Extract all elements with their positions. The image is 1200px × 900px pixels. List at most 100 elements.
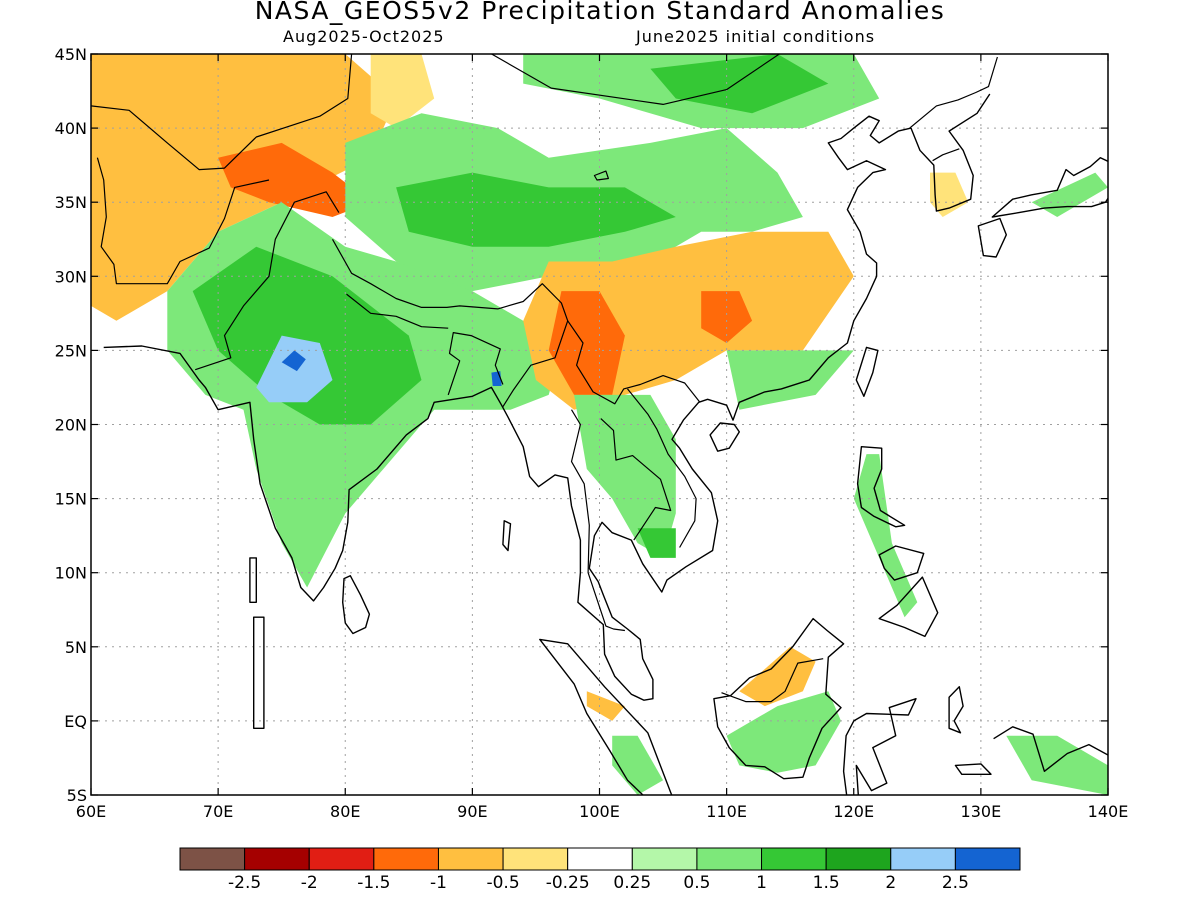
lat-tick-label: 45N	[55, 45, 87, 64]
anomaly-indochina-wet-core	[637, 528, 676, 558]
colorbar-swatch	[567, 847, 633, 871]
lon-tick-label: 140E	[1088, 802, 1129, 821]
colorbar-label: -0.5	[486, 873, 519, 893]
colorbar-swatch	[373, 847, 439, 871]
border-pakistan-india	[195, 191, 340, 371]
lon-tick-label: 130E	[961, 802, 1002, 821]
anomaly-japan-wet	[1031, 172, 1108, 217]
initial-conditions: June2025 initial conditions	[636, 27, 876, 46]
colorbar-label: 2.5	[942, 873, 969, 893]
colorbar-swatch	[825, 847, 892, 871]
lon-tick-label: 90E	[457, 802, 487, 821]
colorbar-swatch	[437, 847, 504, 871]
anomaly-indochina-wet	[574, 394, 676, 558]
anomaly-borneo-dry	[739, 646, 816, 707]
lon-tick-label: 60E	[76, 802, 106, 821]
anomaly-mongolia-wet-core	[650, 54, 829, 114]
coastline-andaman	[502, 520, 512, 552]
coastline-seram	[954, 763, 992, 775]
colorbar-label: -2	[301, 873, 318, 893]
coastline-honshu	[991, 156, 1108, 218]
colorbar-label: -1	[430, 873, 447, 893]
colorbar-label: 0.25	[613, 873, 651, 893]
colorbar-swatch	[502, 847, 569, 871]
border-china-korea-russia	[909, 56, 998, 129]
lon-tick-label: 110E	[706, 802, 747, 821]
colorbar-swatch	[696, 847, 763, 871]
anomaly-tajik-kashmir-dry	[218, 142, 371, 217]
lon-tick-label: 100E	[579, 802, 620, 821]
colorbar-label: 1.5	[813, 873, 840, 893]
colorbar-swatch	[308, 847, 375, 871]
coastline-sulawesi	[842, 698, 917, 795]
lon-tick-label: 80E	[330, 802, 360, 821]
lat-tick-label: 20N	[55, 416, 87, 435]
gridlines	[91, 54, 1108, 795]
colorbar-swatch	[761, 847, 827, 871]
lat-tick-label: 40N	[55, 119, 87, 138]
anomaly-new-guinea-wet	[1006, 735, 1108, 795]
coastline-indian-subcontinent	[103, 115, 912, 701]
coastline-taiwan	[855, 346, 879, 397]
lon-tick-label: 120E	[833, 802, 874, 821]
coastline-luzon	[856, 446, 906, 528]
coastline-mindanao	[878, 576, 939, 638]
border-himalaya	[331, 239, 569, 408]
anomaly-southeast-china-wet	[726, 350, 854, 410]
coastline-halmahera	[948, 686, 964, 734]
coastline-maldives	[252, 616, 265, 729]
border-china-mongolia-russia	[351, 54, 781, 106]
anomaly-sumatra-wet	[612, 735, 664, 795]
border-bangladesh	[447, 332, 504, 396]
coastline-sri-lanka	[342, 575, 371, 635]
colorbar-label: 1	[756, 873, 767, 893]
anomaly-borneo-wet	[726, 691, 841, 773]
coastline-kyushu-shikoku	[977, 217, 1007, 258]
coastline-visayas	[878, 545, 925, 581]
map-title: NASA_GEOS5v2 Precipitation Standard Anom…	[254, 0, 946, 25]
anomaly-india-wet-core	[192, 246, 422, 425]
lake-lake-balkhash	[269, 27, 333, 39]
colorbar-label: -1.5	[357, 873, 390, 893]
anomaly-philippines-wet	[853, 454, 918, 618]
lat-tick-label: 5N	[65, 638, 87, 657]
anomaly-tarim-dry-light	[370, 54, 435, 129]
forecast-period: Aug2025-Oct2025	[283, 27, 445, 46]
anomaly-korea-dry	[930, 172, 969, 217]
lat-tick-label: 35N	[55, 193, 87, 212]
border-korea-dmz	[932, 148, 960, 162]
colorbar-swatch	[631, 847, 698, 871]
colorbar-label: -2.5	[228, 873, 261, 893]
axis-ticks: 60E 70E 80E 90E 100E 110E 120E 130E 140E 45N 40N 35…	[55, 45, 1129, 821]
colorbar-label: 0.5	[683, 873, 710, 893]
coastline-borneo	[713, 617, 845, 780]
coastlines	[91, 27, 1108, 795]
border-thailand-myanmar-malaysia	[570, 409, 625, 632]
anomaly-sumatra-dry	[586, 691, 625, 721]
lat-tick-label: 25N	[55, 341, 87, 360]
border-myanmar-china-laos	[567, 320, 701, 405]
border-borneo-border	[721, 658, 824, 703]
lat-tick-label: 10N	[55, 564, 87, 583]
lon-tick-label: 70E	[203, 802, 233, 821]
border-iran-afghanistan-pakistan	[96, 157, 270, 285]
lat-tick-label: 15N	[55, 490, 87, 509]
colorbar-swatch	[954, 847, 1021, 871]
coastline-korea	[910, 93, 991, 212]
lake-aral-east	[115, 54, 117, 55]
colorbar-swatch	[179, 847, 246, 871]
lake-qinghai-lake	[593, 170, 610, 181]
lat-tick-label: 5S	[67, 786, 87, 805]
border-nepal-south	[346, 293, 449, 329]
anomaly-tibet-wet-core	[396, 172, 676, 247]
coastline-new-guinea	[993, 726, 1108, 772]
coastline-hainan	[709, 422, 740, 452]
border-laos-vietnam	[627, 388, 697, 548]
colorbar-label: 2	[885, 873, 896, 893]
anomaly-regions	[91, 54, 1108, 795]
coastline-lakshadweep	[249, 557, 257, 603]
anomaly-hunan-dry-core	[701, 291, 753, 343]
colorbar-swatch	[890, 847, 956, 871]
border-central-asia	[91, 54, 353, 171]
